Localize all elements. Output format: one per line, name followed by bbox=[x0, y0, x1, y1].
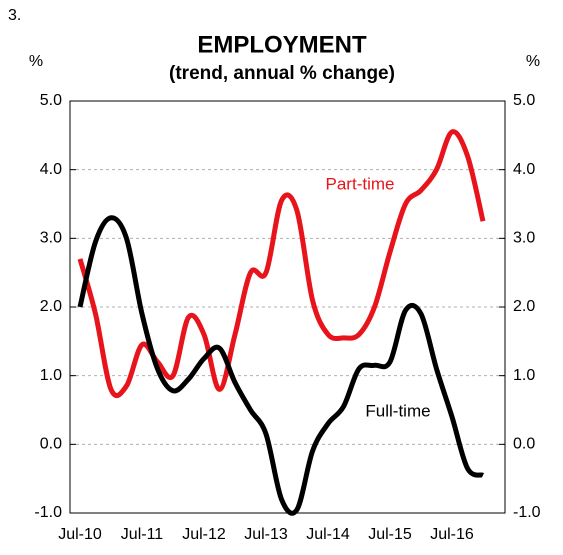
y2-tick-label: 3.0 bbox=[513, 230, 535, 247]
y2-tick-label: 1.0 bbox=[513, 367, 535, 384]
y-tick-label: 4.0 bbox=[40, 161, 62, 178]
y2-tick-label: 2.0 bbox=[513, 298, 535, 315]
y-tick-label: -1.0 bbox=[34, 504, 62, 521]
x-tick-label: Jul-12 bbox=[182, 526, 226, 543]
x-tick-label: Jul-11 bbox=[121, 526, 163, 543]
y-tick-label: 3.0 bbox=[40, 230, 62, 247]
x-tick-label: Jul-10 bbox=[58, 526, 102, 543]
y-tick-label: 1.0 bbox=[40, 367, 62, 384]
chart-title: EMPLOYMENT bbox=[197, 31, 367, 58]
line-series bbox=[77, 215, 485, 516]
series-label: Part-time bbox=[326, 174, 395, 193]
y-tick-label: 2.0 bbox=[40, 298, 62, 315]
y2-tick-label: 5.0 bbox=[513, 92, 535, 109]
x-tick-label: Jul-14 bbox=[306, 526, 350, 543]
y-axis-label: % bbox=[29, 53, 43, 70]
y2-tick-label: -1.0 bbox=[513, 504, 541, 521]
x-tick-label: Jul-13 bbox=[244, 526, 288, 543]
x-tick-label: Jul-15 bbox=[368, 526, 412, 543]
y-tick-label: 0.0 bbox=[40, 436, 62, 453]
series-label: Full-time bbox=[365, 401, 430, 420]
figure-number: 3. bbox=[8, 7, 21, 24]
y2-tick-label: 0.0 bbox=[513, 436, 535, 453]
y2-tick-label: 4.0 bbox=[513, 161, 535, 178]
x-tick-label: Jul-16 bbox=[430, 526, 474, 543]
line-series bbox=[77, 129, 486, 398]
chart-subtitle: (trend, annual % change) bbox=[169, 63, 395, 84]
y-tick-label: 5.0 bbox=[40, 92, 62, 109]
y2-axis-label: % bbox=[526, 53, 540, 70]
